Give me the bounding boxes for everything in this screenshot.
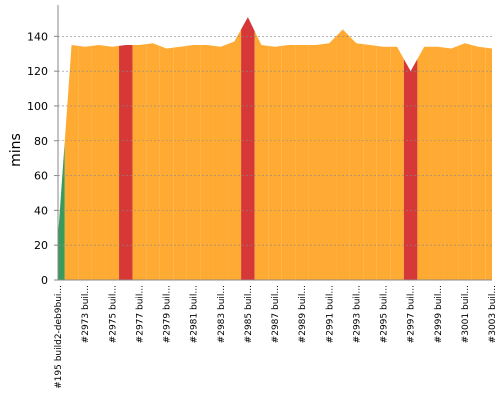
x-tick-label: #2985 buil... xyxy=(244,285,254,343)
x-tick-label: #2999 buil... xyxy=(434,285,444,343)
y-tick-label: 80 xyxy=(34,135,48,148)
area-segment xyxy=(417,46,431,280)
area-segment xyxy=(430,46,445,280)
area-segment xyxy=(173,45,187,280)
x-tick-label: #2975 buil... xyxy=(108,285,118,343)
y-tick-label: 40 xyxy=(34,204,48,217)
y-tick-label: 20 xyxy=(34,239,48,252)
y-tick-label: 100 xyxy=(27,100,48,113)
area-segment xyxy=(458,43,472,280)
y-tick-label: 0 xyxy=(41,274,48,287)
area-segment xyxy=(119,45,133,280)
y-tick-label: 60 xyxy=(34,170,48,183)
area-segment xyxy=(322,36,337,280)
y-axis-label: mins xyxy=(8,133,24,167)
x-tick-label: #195 build2-deb9bui... xyxy=(54,285,64,389)
area-segment xyxy=(363,44,377,280)
area-segment xyxy=(227,29,242,280)
x-tick-label: #2973 buil... xyxy=(81,285,91,343)
area-segment xyxy=(444,45,459,280)
area-segment xyxy=(78,45,92,280)
x-tick-label: #2981 buil... xyxy=(190,285,200,343)
area-segment xyxy=(254,31,269,281)
area-segment xyxy=(268,45,282,280)
area-segment xyxy=(64,45,79,280)
x-tick-label: #2995 buil... xyxy=(380,285,390,343)
area-segment xyxy=(105,45,120,280)
x-tick-label: #2997 buil... xyxy=(407,285,417,343)
area-segment xyxy=(295,45,309,280)
area-segment xyxy=(91,45,106,280)
x-tick-label: #2987 buil... xyxy=(271,285,281,343)
x-tick-label: #2979 buil... xyxy=(163,285,173,343)
area-segment xyxy=(390,46,404,280)
area-segment xyxy=(349,36,364,280)
x-tick-label: #2983 buil... xyxy=(217,285,227,343)
area-segment xyxy=(471,45,486,280)
x-tick-label: #2991 buil... xyxy=(325,285,335,343)
area-segment xyxy=(308,44,323,280)
area-segment xyxy=(241,17,255,281)
area-segment xyxy=(376,45,391,280)
area-segment xyxy=(186,45,201,280)
area-segment xyxy=(281,45,296,280)
area-segment xyxy=(159,45,174,280)
y-tick-label: 140 xyxy=(27,30,48,43)
area-segment xyxy=(132,44,147,280)
y-tick-label: 120 xyxy=(27,65,48,78)
x-tick-label: #2977 buil... xyxy=(135,285,145,343)
x-tick-label: #3001 buil... xyxy=(461,285,471,343)
x-tick-label: #2989 buil... xyxy=(298,285,308,343)
x-tick-label: #2993 buil... xyxy=(352,285,362,343)
area-segment xyxy=(213,44,228,280)
area-segment xyxy=(403,58,418,281)
area-segment xyxy=(336,29,350,280)
x-tick-label: #3003 buil... xyxy=(488,285,498,343)
area-segment xyxy=(146,43,160,280)
area-segment xyxy=(200,45,214,280)
